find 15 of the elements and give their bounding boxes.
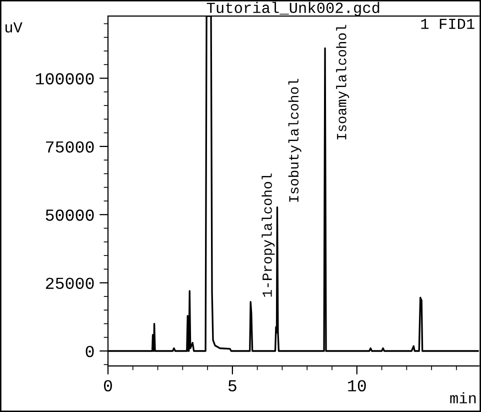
y-axis-title: uV xyxy=(6,22,22,33)
x-tick-label: 0 xyxy=(104,380,112,392)
annotation: Isobutylalcohol xyxy=(288,78,302,202)
y-tick-label: 0 xyxy=(86,346,94,358)
y-tick-label: 75000 xyxy=(46,141,94,153)
x-axis-title: min xyxy=(450,392,476,404)
annotation: 1-Propylalcohol xyxy=(262,173,275,297)
chart-title: Tutorial_Unk002.gcd xyxy=(206,2,380,16)
x-tick-label: 10 xyxy=(348,380,366,392)
y-tick-label: 25000 xyxy=(46,278,94,289)
y-tick-label: 50000 xyxy=(46,210,94,221)
annotation: 1 FID1 xyxy=(421,18,474,29)
x-tick-label: 5 xyxy=(228,380,236,392)
annotation: Isoamylalcohol xyxy=(336,24,350,140)
y-tick-label: 100000 xyxy=(36,73,94,84)
